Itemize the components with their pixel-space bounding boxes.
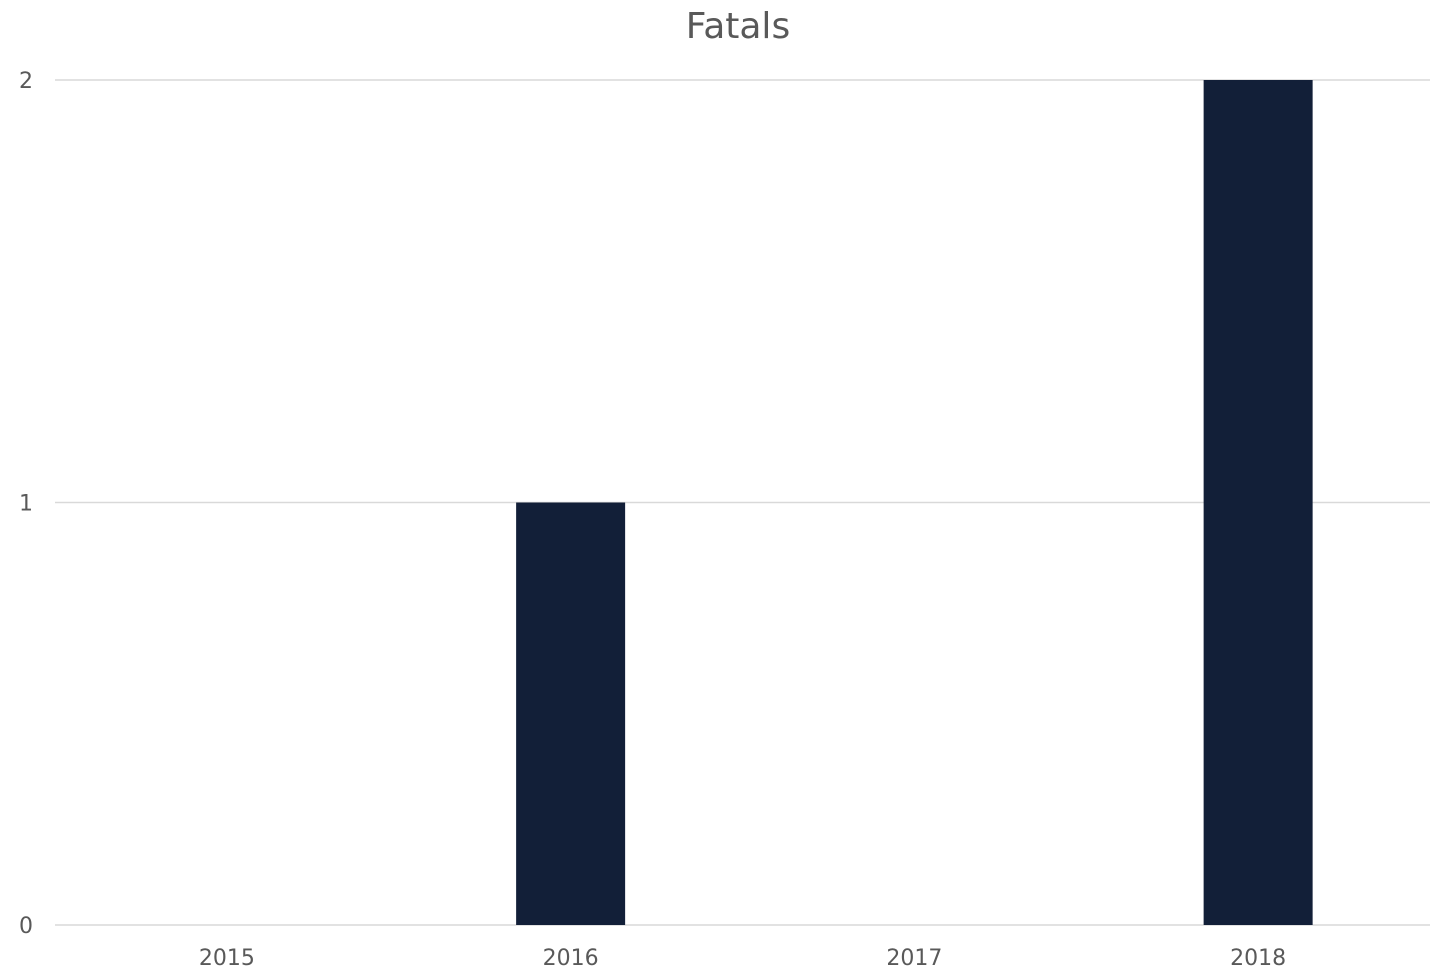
gridlines	[55, 79, 1430, 926]
bars	[516, 80, 1313, 925]
x-axis-tick-labels: 2015 2016 2017 2018	[199, 946, 1286, 970]
y-axis-tick-labels: 0 1 2	[19, 69, 33, 939]
x-tick-label: 2018	[1230, 946, 1286, 970]
y-tick-label: 1	[19, 492, 33, 517]
y-tick-label: 2	[19, 69, 33, 94]
y-tick-label: 0	[19, 914, 33, 939]
x-tick-label: 2015	[199, 946, 255, 970]
bar-2018	[1203, 80, 1313, 925]
x-tick-label: 2017	[886, 946, 942, 970]
bar-2016	[516, 502, 626, 925]
chart-title: Fatals	[686, 6, 790, 47]
x-tick-label: 2016	[543, 946, 599, 970]
